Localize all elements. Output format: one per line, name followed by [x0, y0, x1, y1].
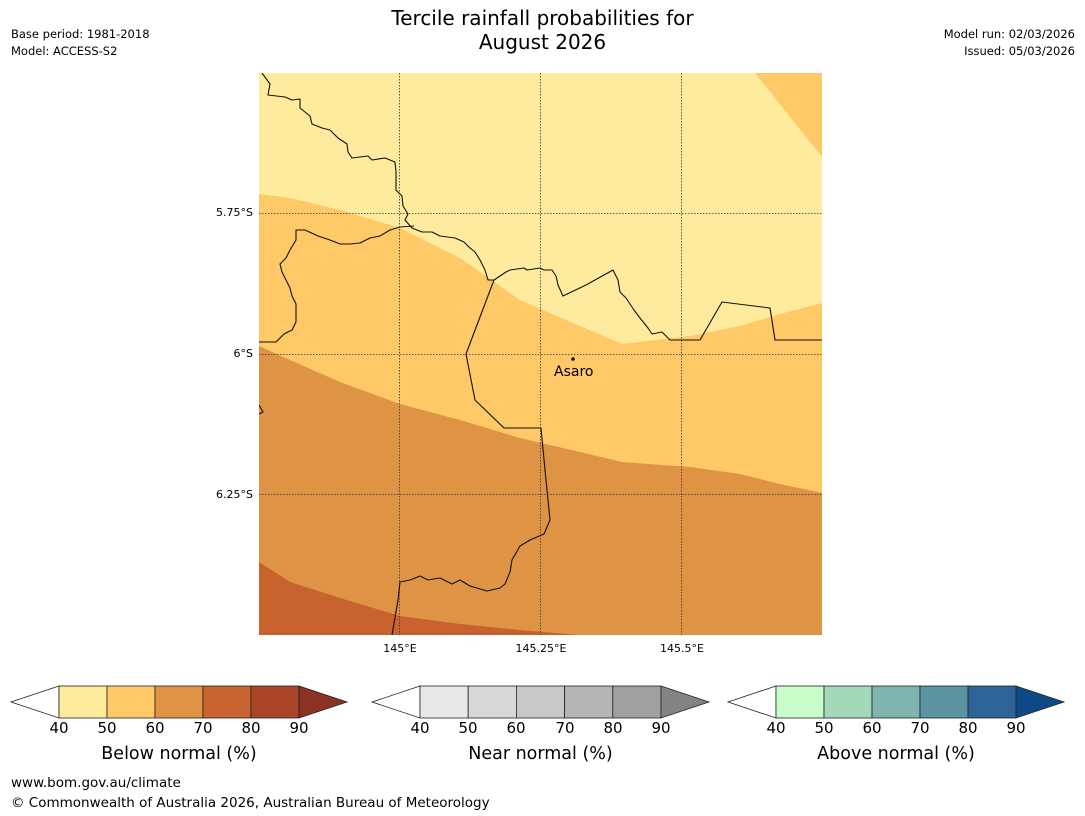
colorbar-below-extend-low — [9, 685, 60, 719]
cb-near-tick-60: 60 — [506, 719, 526, 737]
chart-title: Tercile rainfall probabilities for Augus… — [0, 6, 1085, 54]
colorbar-near — [370, 685, 711, 719]
colorbar-near-seg-0 — [419, 685, 469, 719]
boundary-north — [261, 73, 822, 341]
cb-above-tick-70: 70 — [910, 719, 930, 737]
cb-near-tick-80: 80 — [603, 719, 623, 737]
place-label-asaro: Asaro — [554, 364, 594, 380]
colorbar-above-seg-4 — [967, 685, 1017, 719]
cb-below-tick-50: 50 — [97, 719, 117, 737]
cb-above-title: Above normal (%) — [817, 744, 975, 764]
cb-below-tick-40: 40 — [49, 719, 69, 737]
footer-url[interactable]: www.bom.gov.au/climate — [11, 775, 181, 791]
model-run: Model run: 02/03/2026 — [943, 27, 1075, 41]
colorbar-below-extend-high — [298, 685, 349, 719]
band-70-80 — [259, 562, 580, 635]
cb-above-tick-90: 90 — [1006, 719, 1026, 737]
colorbar-above-seg-1 — [823, 685, 873, 719]
boundary-central — [391, 279, 551, 635]
lat-label-6: 6°S — [233, 347, 253, 360]
footer-copyright: © Commonwealth of Australia 2026, Austra… — [11, 795, 490, 811]
colorbar-near-seg-3 — [564, 685, 614, 719]
lon-label-145: 145°E — [383, 642, 417, 655]
boundary-edge-west — [259, 404, 264, 415]
lat-label-5-75: 5.75°S — [216, 206, 253, 219]
lon-label-145-25: 145.25°E — [515, 642, 567, 655]
colorbar-near-seg-4 — [612, 685, 662, 719]
asaro-marker[interactable] — [571, 357, 575, 361]
model-name: Model: ACCESS-S2 — [11, 44, 118, 58]
colorbar-above-extend-low — [726, 685, 777, 719]
colorbar-near-extend-high — [660, 685, 711, 719]
base-period: Base period: 1981-2018 — [11, 27, 150, 41]
band-50-60-corner — [755, 73, 822, 157]
cb-below-tick-90: 90 — [289, 719, 309, 737]
cb-above-tick-50: 50 — [814, 719, 834, 737]
cb-near-tick-90: 90 — [651, 719, 671, 737]
cb-below-title: Below normal (%) — [101, 744, 257, 764]
gridlines — [259, 73, 822, 635]
colorbar-above-extend-high — [1015, 685, 1066, 719]
colorbar-above — [726, 685, 1066, 719]
colorbar-below-seg-3 — [202, 685, 252, 719]
colorbar-near-extend-low — [370, 685, 421, 719]
cb-above-tick-80: 80 — [958, 719, 978, 737]
colorbar-near-seg-1 — [467, 685, 517, 719]
lat-label-6-25: 6.25°S — [216, 488, 253, 501]
title-line-2: August 2026 — [478, 30, 607, 54]
colorbar-below-seg-1 — [106, 685, 156, 719]
cb-near-tick-70: 70 — [555, 719, 575, 737]
cb-near-tick-50: 50 — [458, 719, 478, 737]
issued-date: Issued: 05/03/2026 — [964, 44, 1075, 58]
cb-near-title: Near normal (%) — [468, 744, 613, 764]
cb-above-tick-60: 60 — [862, 719, 882, 737]
colorbar-near-seg-2 — [516, 685, 566, 719]
cb-below-tick-70: 70 — [193, 719, 213, 737]
colorbar-above-seg-0 — [775, 685, 825, 719]
colorbar-above-seg-2 — [871, 685, 921, 719]
province-boundaries — [259, 73, 822, 635]
colorbar-below-seg-0 — [58, 685, 108, 719]
cb-below-tick-80: 80 — [241, 719, 261, 737]
cb-above-tick-40: 40 — [766, 719, 786, 737]
colorbar-above-seg-3 — [919, 685, 969, 719]
meta-left: Base period: 1981-2018 Model: ACCESS-S2 — [11, 26, 150, 60]
colorbar-below — [9, 685, 349, 719]
cb-near-tick-40: 40 — [410, 719, 430, 737]
meta-right: Model run: 02/03/2026 Issued: 05/03/2026 — [944, 26, 1075, 60]
boundary-west — [259, 225, 415, 343]
colorbar-below-seg-4 — [250, 685, 300, 719]
cb-below-tick-60: 60 — [145, 719, 165, 737]
colorbar-below-seg-2 — [154, 685, 204, 719]
title-line-1: Tercile rainfall probabilities for — [391, 6, 694, 30]
lon-label-145-5: 145.5°E — [660, 642, 704, 655]
